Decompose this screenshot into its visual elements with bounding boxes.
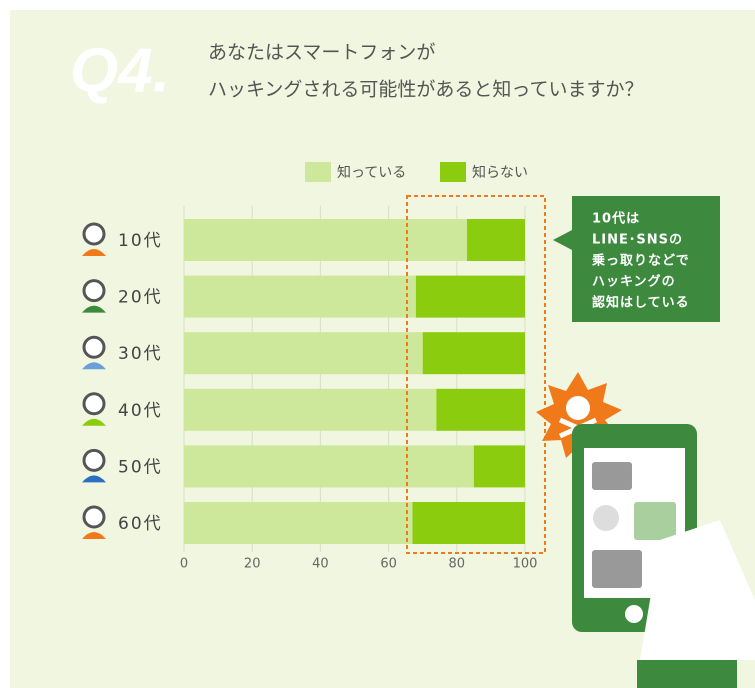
x-tick-label: 20: [244, 557, 261, 572]
x-tick-label: 100: [513, 557, 538, 572]
person-head: [84, 224, 104, 244]
person-head: [84, 507, 104, 527]
message: [592, 462, 632, 490]
message: [592, 550, 642, 588]
bar-segment: [184, 276, 416, 318]
x-tick-label: 0: [180, 557, 188, 572]
person-head: [84, 450, 104, 470]
question-number: Q4.: [70, 36, 170, 105]
bar-segment: [467, 219, 525, 261]
person-head: [84, 394, 104, 414]
legend-swatch: [440, 162, 466, 182]
bar-segment: [416, 276, 525, 318]
bar-segment: [184, 389, 436, 431]
bar-segment: [423, 332, 525, 374]
y-tick-label: 40代: [118, 401, 163, 421]
avatar: [593, 505, 619, 531]
y-tick-label: 20代: [118, 288, 163, 308]
person-head: [84, 281, 104, 301]
bar-segment: [436, 389, 525, 431]
sleeve: [637, 660, 737, 688]
bar-segment: [412, 502, 525, 544]
x-tick-label: 60: [380, 557, 397, 572]
title-line: あなたはスマートフォンが: [208, 42, 435, 64]
y-tick-label: 30代: [118, 344, 163, 364]
chart: Q4. あなたはスマートフォンが ハッキングされる可能性があると知っていますか？…: [0, 0, 755, 688]
annotation-line: 10代は: [592, 211, 640, 227]
y-tick-label: 50代: [118, 457, 163, 477]
x-tick-label: 80: [449, 557, 466, 572]
annotation-line: ハッキングの: [592, 274, 676, 290]
bar-segment: [474, 445, 525, 487]
legend-label: 知っている: [337, 164, 406, 181]
y-tick-label: 10代: [118, 231, 163, 251]
annotation-line: LINE･SNSの: [592, 233, 683, 248]
title-line: ハッキングされる可能性があると知っていますか？: [208, 79, 643, 101]
message: [634, 502, 676, 540]
bar-segment: [184, 445, 474, 487]
y-tick-label: 60代: [118, 514, 163, 534]
x-tick-label: 40: [312, 557, 329, 572]
bar-segment: [184, 219, 467, 261]
legend-swatch: [305, 162, 331, 182]
legend-label: 知らない: [472, 164, 528, 181]
home-button: [625, 605, 643, 623]
bar-segment: [184, 332, 423, 374]
skull: [566, 396, 590, 420]
annotation-line: 認知はしている: [592, 295, 690, 311]
annotation-line: 乗っ取りなどで: [591, 253, 690, 269]
bar-segment: [184, 502, 412, 544]
person-head: [84, 337, 104, 357]
